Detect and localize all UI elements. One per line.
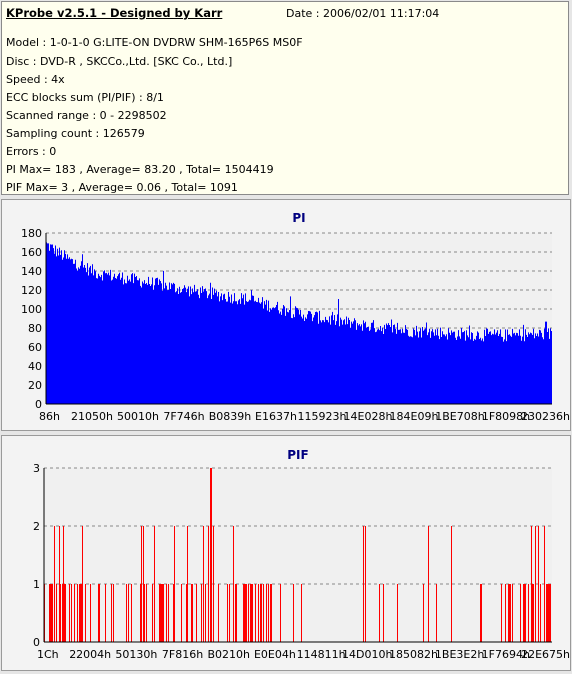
pif-x-tick-label: 7F816h [162, 648, 203, 661]
pi-x-tick-label: 1F8098h [482, 410, 530, 423]
pi-chart-panel: PI 0 20 40 60 80 100 120 140 160 180 86h 21050h 50010… [1, 199, 571, 431]
pi-x-tick-label: 115923h [298, 410, 347, 423]
pi-x-tick-label: 50010h [117, 410, 159, 423]
info-panel: KProbe v2.5.1 - Designed by Karr Date : … [1, 1, 569, 195]
pif-x-tick-label: 1Ch [37, 648, 59, 661]
pi-y-tick-label: 180 [21, 227, 42, 240]
pi-y-tick-label: 140 [21, 265, 42, 278]
pi-chart: PI 0 20 40 60 80 100 120 140 160 180 86h 21050h 50010… [21, 211, 570, 423]
pif-plot-area [44, 468, 552, 642]
pi-y-tick-label: 60 [28, 341, 42, 354]
pi-y-tick-label: 20 [28, 379, 42, 392]
pi-x-tick-label: 230236h [521, 410, 570, 423]
pif-chart-panel: PIF 0 1 2 3 1Ch 22004h 50130h 7F816h B0210h E0E04h… [1, 435, 571, 671]
pi-chart-title: PI [292, 211, 305, 225]
app-title: KProbe v2.5.1 - Designed by Karr [6, 6, 223, 20]
info-ecc: ECC blocks sum (PI/PIF) : 8/1 [6, 91, 164, 104]
scan-date: Date : 2006/02/01 11:17:04 [286, 7, 440, 20]
pi-x-tick-label: 1BE708h [435, 410, 484, 423]
pi-y-tick-label: 0 [35, 398, 42, 411]
pif-chart: PIF 0 1 2 3 1Ch 22004h 50130h 7F816h B0210h E0E04h… [33, 448, 570, 661]
pif-x-tick-label: 185082h [389, 648, 438, 661]
pi-y-tick-label: 80 [28, 322, 42, 335]
pif-x-tick-label: 50130h [115, 648, 157, 661]
info-pif-stats: PIF Max= 3 , Average= 0.06 , Total= 1091 [6, 181, 238, 194]
pi-series [46, 242, 552, 404]
pi-y-tick-label: 100 [21, 303, 42, 316]
pif-y-tick-label: 0 [33, 636, 40, 649]
info-disc: Disc : DVD-R , SKCCo.,Ltd. [SKC Co., Ltd… [6, 55, 233, 68]
pi-y-tick-label: 160 [21, 246, 42, 259]
pif-x-tick-label: 22004h [69, 648, 111, 661]
pi-y-tick-label: 40 [28, 360, 42, 373]
info-range: Scanned range : 0 - 2298502 [6, 109, 167, 122]
pi-x-tick-label: 86h [39, 410, 60, 423]
pif-y-tick-label: 2 [33, 520, 40, 533]
pif-series [44, 468, 551, 642]
info-pi-stats: PI Max= 183 , Average= 83.20 , Total= 15… [6, 163, 274, 176]
pif-x-tick-label: 22E675h [521, 648, 570, 661]
pi-x-tick-label: 7F746h [163, 410, 204, 423]
info-sampling: Sampling count : 126579 [6, 127, 145, 140]
pif-y-tick-label: 3 [33, 462, 40, 475]
info-model: Model : 1-0-1-0 G:LITE-ON DVDRW SHM-165P… [6, 36, 303, 49]
pi-x-tick-label: 14E028h [344, 410, 393, 423]
pif-chart-title: PIF [287, 448, 308, 462]
pif-x-tick-label: 114811h [297, 648, 346, 661]
pi-x-tick-label: 184E09h [390, 410, 439, 423]
pi-x-tick-label: B0839h [209, 410, 252, 423]
pif-x-tick-label: B0210h [207, 648, 250, 661]
pi-x-tick-label: 21050h [71, 410, 113, 423]
pi-y-tick-label: 120 [21, 284, 42, 297]
info-errors: Errors : 0 [6, 145, 57, 158]
pif-y-tick-label: 1 [33, 578, 40, 591]
pi-x-tick-label: E1637h [255, 410, 297, 423]
pif-x-tick-label: 1BE3E2h [435, 648, 484, 661]
pif-x-tick-label: 14D010h [342, 648, 392, 661]
pif-x-tick-label: 1F7694h [482, 648, 530, 661]
info-speed: Speed : 4x [6, 73, 65, 86]
pif-x-tick-label: E0E04h [254, 648, 296, 661]
